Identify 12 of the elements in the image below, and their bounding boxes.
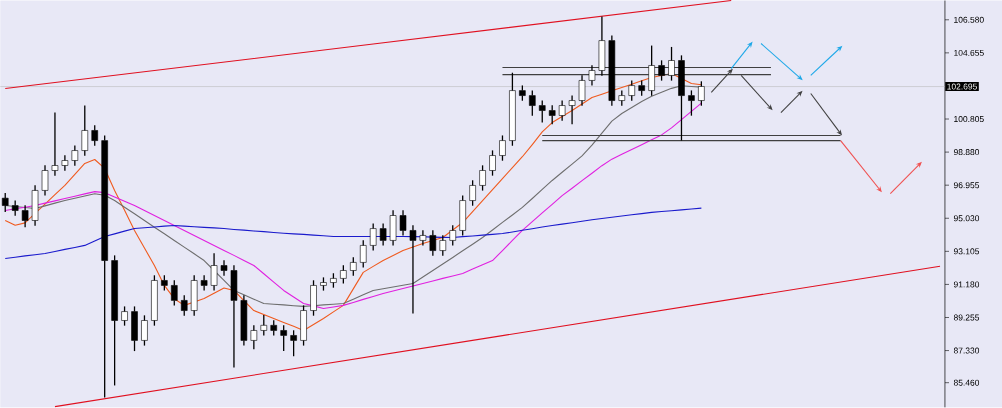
y-tick-label: 87.330 bbox=[953, 347, 980, 354]
y-tick-label: 91.180 bbox=[953, 281, 980, 288]
y-tick-label: 95.030 bbox=[953, 215, 980, 222]
ref-line-label: 102.695 bbox=[947, 83, 977, 90]
y-tick-label: 100.805 bbox=[954, 116, 984, 123]
y-tick-label: 96.955 bbox=[953, 182, 980, 189]
y-tick-label: 106.580 bbox=[954, 16, 984, 23]
y-tick-label: 98.880 bbox=[953, 149, 980, 156]
y-tick-label: 93.105 bbox=[953, 248, 980, 255]
y-tick-label: 89.255 bbox=[953, 314, 980, 321]
y-tick-label: 85.460 bbox=[953, 379, 980, 386]
y-tick-label: 104.655 bbox=[954, 49, 984, 56]
